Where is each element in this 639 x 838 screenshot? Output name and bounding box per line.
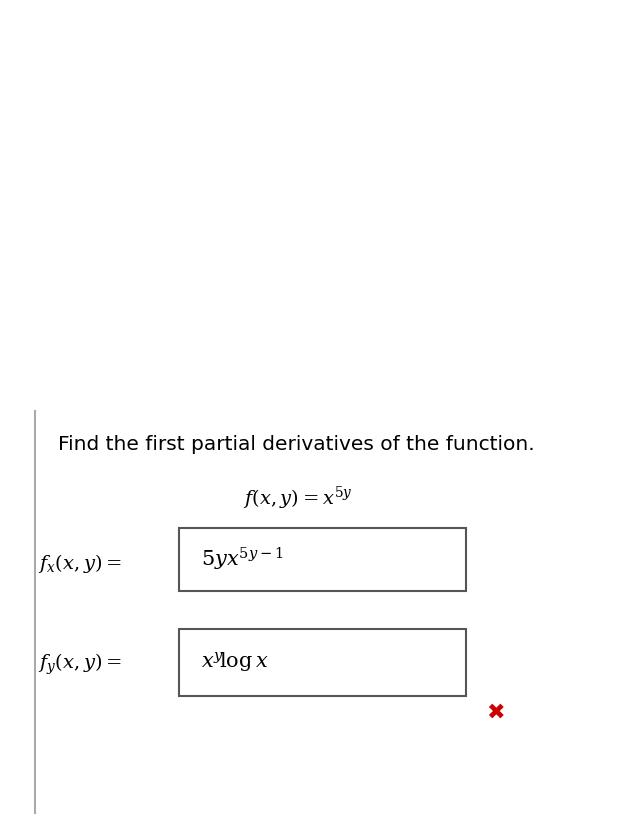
FancyBboxPatch shape	[179, 528, 466, 591]
Text: $f_x(x, y) =$: $f_x(x, y) =$	[38, 552, 122, 575]
Text: $f_y(x, y) =$: $f_y(x, y) =$	[38, 651, 122, 677]
Text: ✖: ✖	[486, 702, 505, 722]
FancyBboxPatch shape	[179, 628, 466, 696]
Text: $f(x, y) = x^{5y}$: $f(x, y) = x^{5y}$	[243, 485, 353, 512]
Text: $5yx^{5y-1}$: $5yx^{5y-1}$	[201, 546, 284, 573]
Text: Find the first partial derivatives of the function.: Find the first partial derivatives of th…	[58, 435, 534, 453]
Text: $x^y\!\log x$: $x^y\!\log x$	[201, 650, 269, 674]
